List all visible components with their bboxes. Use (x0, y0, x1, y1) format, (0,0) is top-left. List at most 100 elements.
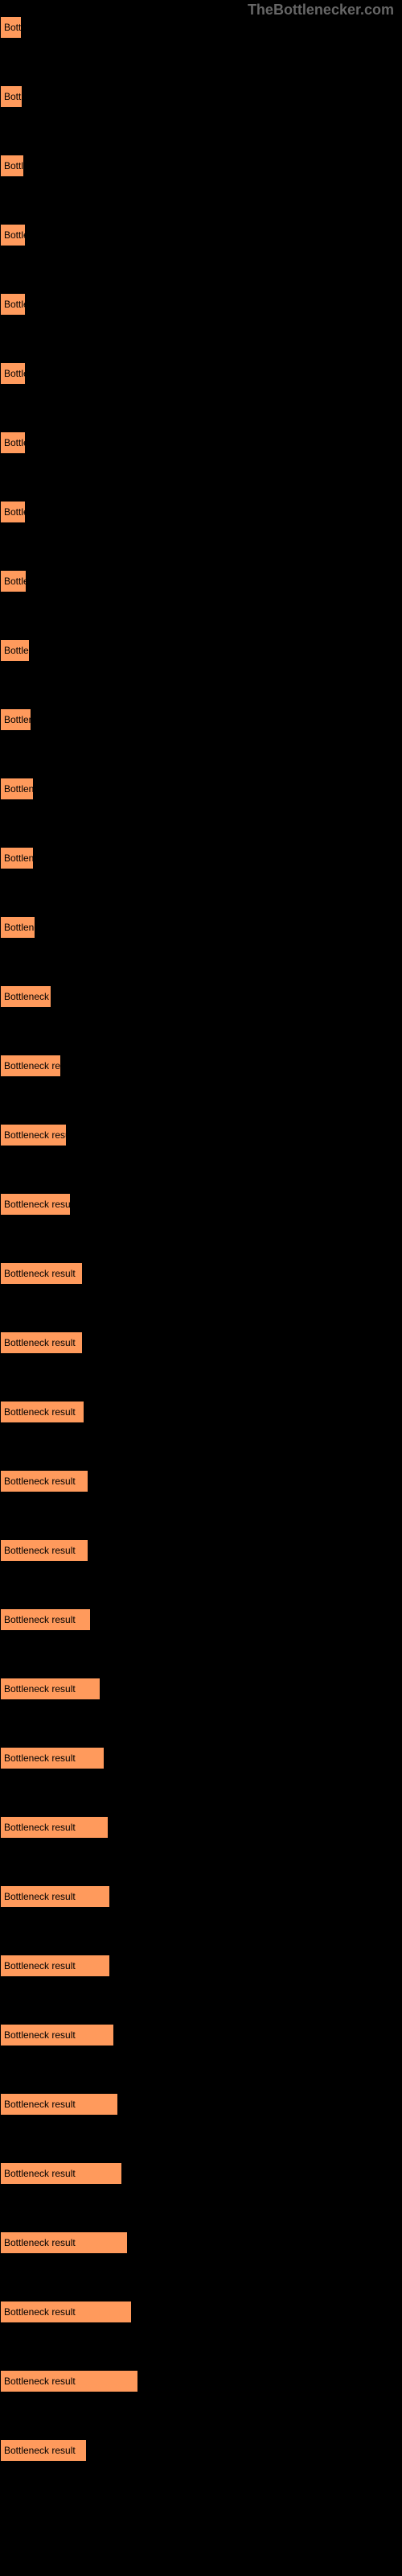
bar: Bottleneck result (0, 1955, 110, 1977)
bar-label: Bottleneck result (4, 2168, 76, 2179)
bar: Bottleneck result (0, 1747, 105, 1769)
bar: Bottleneck result (0, 1331, 83, 1354)
bar: Bottleneck result (0, 1262, 83, 1285)
bar: Bottleneck result (0, 1678, 100, 1700)
bar-label: Bottleneck result (4, 22, 21, 33)
bar: Bottleneck result (0, 1816, 109, 1839)
bar-row: Bottleneck result (0, 1331, 394, 1377)
bar-value: 4 (148, 2376, 154, 2387)
bar-label: Bottleneck result (4, 1545, 76, 1556)
bar: Bottleneck result (0, 1124, 67, 1146)
bar-label: Bottleneck result (4, 1129, 66, 1141)
bar: Bottleneck result (0, 916, 35, 939)
bar-row: Bottleneck result (0, 708, 394, 753)
bar-row: Bottleneck result (0, 224, 394, 269)
bar-label: Bottleneck result (4, 714, 31, 725)
bar-value: 4 (138, 2237, 144, 2248)
bar-label: Bottleneck result (4, 506, 25, 518)
bar-row: Bottleneck result (0, 293, 394, 338)
bar: Bottleneck result (0, 1885, 110, 1908)
bar-row: Bottleneck result (0, 155, 394, 200)
bar: Bottleneck result (0, 985, 51, 1008)
bar-row: Bottleneck result (0, 916, 394, 961)
bar: Bottleneck result (0, 224, 26, 246)
bar: Bottleneck result4 (0, 2301, 132, 2323)
bar-row: Bottleneck result (0, 1678, 394, 1723)
bar-label: Bottleneck result (4, 576, 26, 587)
bar-value: 4 (142, 2306, 147, 2318)
bar-row: Bottleneck result (0, 985, 394, 1030)
bar: Bottleneck result (0, 1193, 71, 1216)
bar: Bottleneck result (0, 847, 34, 869)
bar: Bottleneck result4 (0, 2370, 138, 2392)
bar-label: Bottleneck result (4, 1960, 76, 1971)
bar-label: Bottleneck result (4, 1406, 76, 1418)
bar: Bottleneck result (0, 2439, 87, 2462)
bar-label: Bottleneck result (4, 1060, 60, 1071)
bar-label: Bottleneck result (4, 1476, 76, 1487)
bar-row: Bottleneck result (0, 1885, 394, 1930)
bar-label: Bottleneck result (4, 1683, 76, 1695)
bar-label: Bottleneck result (4, 1891, 76, 1902)
bar-row: Bottleneck result (0, 1055, 394, 1100)
bar-row: Bottleneck result (0, 1193, 394, 1238)
bar-label: Bottleneck result (4, 160, 23, 171)
bar-label: Bottleneck result (4, 1268, 76, 1279)
bar-label: Bottleneck result (4, 1337, 76, 1348)
bar: Bottleneck result (0, 501, 26, 523)
bar-label: Bottleneck result (4, 991, 51, 1002)
bar: Bottleneck result (0, 431, 26, 454)
chart-container: Bottleneck result Bottleneck result Bottle… (0, 0, 402, 2516)
bar: Bottleneck result (0, 362, 26, 385)
bar: Bottleneck result (0, 708, 31, 731)
bar: Bottleneck result (0, 1539, 88, 1562)
bar-row: Bottleneck result (0, 570, 394, 615)
bar: Bottleneck result (0, 1608, 91, 1631)
bar-label: Bottleneck result (4, 2445, 76, 2456)
bar: Bottleneck result4 (0, 2093, 118, 2116)
bar: Bottleneck result (0, 570, 27, 592)
bar-row: Bottleneck result (0, 639, 394, 684)
bar: Bottleneck result (0, 85, 23, 108)
bar: Bottleneck result (0, 293, 26, 316)
bar-row: Bottleneck result 4 (0, 2231, 394, 2277)
bar-label: Bottleneck result (4, 2237, 76, 2248)
bar-row: Bottleneck result (0, 16, 394, 61)
bar-row: Bottleneck result (0, 2439, 394, 2484)
bar-row: Bottleneck result (0, 431, 394, 477)
bar-row: Bottleneck result (0, 85, 394, 130)
bar: Bottleneck result (0, 639, 30, 662)
bar: Bottleneck result (0, 155, 24, 177)
bar-label: Bottleneck result (4, 783, 33, 795)
bar-value: 4 (128, 2099, 133, 2110)
bar: Bottleneck result (0, 778, 34, 800)
bar-label: Bottleneck result (4, 645, 29, 656)
bar: Bottleneck result (0, 16, 22, 39)
bar-row: Bottleneck result (0, 1816, 394, 1861)
bar: Bottleneck result (0, 1401, 84, 1423)
bar: Bottleneck result (0, 2024, 114, 2046)
bar-row: Bottleneck result (0, 1262, 394, 1307)
bar-label: Bottleneck result (4, 1614, 76, 1625)
bar-row: Bottleneck result (0, 362, 394, 407)
bar-label: Bottleneck result (4, 1752, 76, 1764)
bar-row: Bottleneck result (0, 1401, 394, 1446)
bar-label: Bottleneck result (4, 2306, 76, 2318)
bar-label: Bottleneck result (4, 299, 25, 310)
bar-label: Bottleneck result (4, 922, 35, 933)
bar-label: Bottleneck result (4, 229, 25, 241)
bar-row: Bottleneck result 4 (0, 2370, 394, 2415)
bar-row: Bottleneck result (0, 778, 394, 823)
bar-label: Bottleneck result (4, 368, 25, 379)
bar: Bottleneck result (0, 1470, 88, 1492)
bar-row: Bottleneck result (0, 1955, 394, 2000)
bar-row: Bottleneck result (0, 1747, 394, 1792)
bar-label: Bottleneck result (4, 1822, 76, 1833)
bar-label: Bottleneck result (4, 852, 33, 864)
bar: Bottleneck result (0, 1055, 61, 1077)
bar-label: Bottleneck result (4, 437, 25, 448)
bar-row: Bottleneck result (0, 2162, 394, 2207)
bar-label: Bottleneck result (4, 2376, 76, 2387)
bar-row: Bottleneck result 4 (0, 2301, 394, 2346)
bar-row: Bottleneck result (0, 1539, 394, 1584)
